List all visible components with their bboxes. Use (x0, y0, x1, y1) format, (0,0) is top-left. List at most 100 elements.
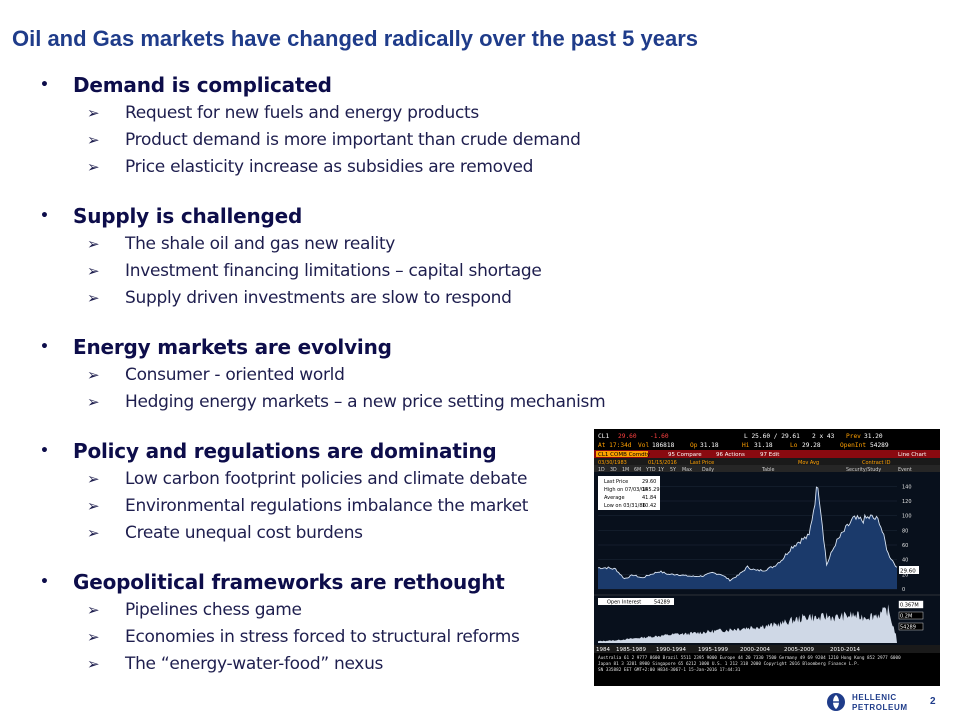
term-hi-label: Hi (742, 442, 750, 449)
sub-bullet-item: ➢ Request for new fuels and energy produc… (36, 100, 656, 127)
legend-value: 10.42 (642, 503, 656, 509)
page-number: 2 (930, 696, 936, 707)
sub-bullet-text: The shale oil and gas new reality (125, 234, 396, 254)
sub-bullet-item: ➢ Hedging energy markets – a new price se… (36, 389, 656, 416)
term-tool-table: Table (761, 467, 774, 473)
term-period-3d: 3D (610, 467, 617, 473)
sub-bullet-item: ➢ Supply driven investments are slow to r… (36, 285, 656, 312)
term-period-6m: 6M (634, 467, 641, 473)
term-security: CL1 COMB Comdty (598, 452, 651, 458)
arrow-bullet-icon: ➢ (87, 470, 100, 488)
arrow-bullet-icon: ➢ (87, 235, 100, 253)
arrow-bullet-icon: ➢ (87, 158, 100, 176)
term-range: L 25.60 / 29.61 (744, 433, 800, 440)
term-contract: Contract ID (862, 460, 891, 466)
term-vol: 186818 (652, 442, 675, 449)
term-ticker: CL1 (598, 433, 609, 440)
bullet-section: • Demand is complicated ➢ Request for new f… (36, 70, 656, 181)
term-change: -1.60 (650, 433, 669, 440)
price-axis-tick: 80 (902, 528, 908, 534)
term-hi: 31.18 (754, 442, 773, 449)
term-op-label: Op (690, 442, 698, 449)
term-last-price-tag: 29.60 (900, 569, 916, 575)
price-axis-tick: 140 (902, 484, 912, 490)
section-heading: • Energy markets are evolving (36, 332, 656, 362)
term-vol-label: Vol (638, 442, 649, 449)
term-chart-type: Line Chart (898, 452, 927, 458)
sub-bullet-item: ➢ Pipelines chess game (36, 597, 656, 624)
bullet-section: • Supply is challenged ➢ The shale oil and … (36, 201, 656, 312)
sub-bullet-text: Price elasticity increase as subsidies a… (125, 157, 534, 177)
term-edit: 97 Edit (760, 452, 780, 458)
price-axis-tick: 40 (902, 558, 908, 564)
sub-bullet-item: ➢ The shale oil and gas new reality (36, 231, 656, 258)
slide-title: Oil and Gas markets have changed radical… (12, 26, 698, 51)
term-actions: 96 Actions (716, 452, 745, 458)
sub-bullet-item: ➢ Consumer - oriented world (36, 362, 656, 389)
term-prev: 31.20 (864, 433, 883, 440)
term-openint: 54289 (870, 442, 889, 449)
arrow-bullet-icon: ➢ (87, 262, 100, 280)
price-axis-tick: 20 (902, 572, 908, 578)
term-period-ytd: YTD (645, 467, 656, 473)
period-axis-label: 2010-2014 (830, 647, 860, 653)
legend-label: High on 07/03/08 (604, 487, 647, 493)
price-axis-tick: 60 (902, 543, 908, 549)
company-logo: HELLENIC PETROLEUM (826, 692, 922, 714)
sub-bullet-text: Consumer - oriented world (125, 365, 345, 385)
oi-tag-value: 0.367M (900, 603, 919, 609)
bullet-dot-icon: • (40, 574, 49, 590)
term-period-5y: 5Y (670, 467, 676, 473)
section-heading-text: Demand is complicated (73, 73, 332, 97)
period-axis-label: 1985-1989 (616, 647, 646, 653)
bullet-section: • Policy and regulations are dominating ➢ L… (36, 436, 656, 547)
sub-bullet-item: ➢ Create unequal cost burdens (36, 520, 656, 547)
legend-value: 29.60 (642, 479, 656, 485)
term-period-max: Max (682, 467, 692, 473)
term-size: 2 x 43 (812, 433, 835, 440)
legend-value: 145.29 (642, 487, 660, 493)
open-interest-area (598, 604, 897, 643)
bullet-dot-icon: • (40, 339, 49, 355)
price-axis-tick: 0 (902, 587, 905, 593)
arrow-bullet-icon: ➢ (87, 366, 100, 384)
sub-bullet-text: Pipelines chess game (125, 600, 302, 620)
price-series-area (598, 487, 897, 589)
sub-bullet-text: The “energy-water-food” nexus (125, 654, 384, 674)
term-mov-avg: Mov Avg (798, 460, 819, 466)
sub-bullet-item: ➢ Economies in stress forced to structura… (36, 624, 656, 651)
sub-bullet-text: Product demand is more important than cr… (125, 130, 581, 150)
term-prev-label: Prev (846, 433, 861, 440)
sub-bullet-text: Supply driven investments are slow to re… (125, 288, 512, 308)
sub-bullet-text: Request for new fuels and energy product… (125, 103, 479, 123)
oi-tag-box (898, 600, 924, 609)
arrow-bullet-icon: ➢ (87, 628, 100, 646)
logo-line2: PETROLEUM (852, 703, 908, 712)
legend-label: Last Price (604, 479, 628, 485)
period-axis-label: 1990-1994 (656, 647, 686, 653)
sub-bullet-text: Low carbon footprint policies and climat… (125, 469, 528, 489)
sub-bullet-text: Hedging energy markets – a new price set… (125, 392, 606, 412)
term-time: At 17:34d (598, 442, 632, 449)
hellenic-petroleum-logo-icon (827, 693, 845, 711)
section-heading: • Demand is complicated (36, 70, 656, 100)
bullet-section: • Energy markets are evolving ➢ Consumer - … (36, 332, 656, 416)
price-series-line (597, 486, 898, 582)
term-tool-security: Security/Study (846, 467, 881, 473)
arrow-bullet-icon: ➢ (87, 601, 100, 619)
oi-tag-value: 0.2M (900, 614, 912, 620)
section-heading-text: Policy and regulations are dominating (73, 439, 497, 463)
term-oi-label: Open Interest (607, 600, 641, 606)
section-heading: • Policy and regulations are dominating (36, 436, 656, 466)
sub-bullet-item: ➢ Low carbon footprint policies and clima… (36, 466, 656, 493)
term-start-date: 03/30/1983 (598, 460, 627, 466)
legend-label: Average (604, 495, 625, 501)
period-axis-label: 2005-2009 (784, 647, 814, 653)
oi-tag-box (898, 622, 924, 631)
oi-tag-value: 54289 (900, 625, 916, 631)
oi-tag-box (898, 611, 924, 620)
section-heading-text: Supply is challenged (73, 204, 303, 228)
section-heading: • Geopolitical frameworks are rethought (36, 567, 656, 597)
sub-bullet-list: ➢ Pipelines chess game ➢ Economies in stres… (36, 597, 656, 678)
arrow-bullet-icon: ➢ (87, 524, 100, 542)
